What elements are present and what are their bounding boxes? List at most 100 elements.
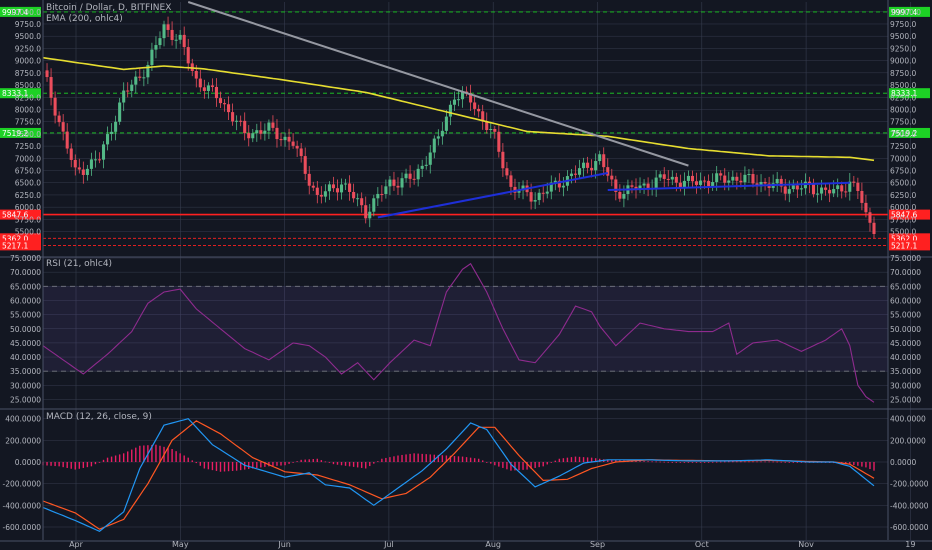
candle-body	[682, 180, 686, 188]
rsi-tick-label: 55.0000	[890, 311, 921, 320]
rsi-tick-label: 70.0000	[10, 268, 41, 277]
histogram-bar	[94, 462, 97, 465]
histogram-bar	[127, 451, 129, 462]
price-panel[interactable]: 9997.4 9997.4 8333.1 8333.1 7519.2 7519.2 5847…	[0, 1, 930, 251]
candle-body	[690, 175, 695, 182]
macd-tick-label: 0.0000	[15, 458, 41, 467]
candle-body	[872, 222, 876, 234]
candle-body	[360, 198, 364, 206]
candle-body	[154, 45, 158, 50]
candle-body	[400, 178, 404, 188]
rsi-tick-label: 70.0000	[890, 268, 921, 277]
histogram-bar	[328, 462, 331, 463]
histogram-bar	[788, 462, 790, 463]
trendlines[interactable]	[187, 1, 850, 219]
rsi-legend-label[interactable]: RSI (21, ohlc4)	[46, 259, 113, 269]
trendline[interactable]	[607, 181, 850, 192]
level-price-tag	[889, 209, 930, 220]
candle-body	[686, 175, 690, 181]
histogram-bar	[231, 462, 234, 471]
rsi-tick-label: 65.0000	[890, 282, 921, 291]
candle-body	[493, 128, 497, 132]
histogram-bar	[578, 456, 581, 462]
x-tick-label: 19	[905, 540, 915, 549]
candle-body	[799, 188, 803, 190]
candle-body	[335, 188, 340, 193]
level-price-tag	[0, 127, 41, 138]
histogram-bar	[167, 447, 169, 462]
price-tick-label: 9250.0	[15, 44, 41, 53]
histogram-bar	[687, 462, 690, 463]
histogram-bar	[118, 454, 121, 462]
candle-body	[824, 187, 828, 190]
candle-body	[561, 185, 565, 188]
histogram-bar	[143, 445, 145, 462]
candle-body	[832, 189, 836, 194]
candle-body	[307, 173, 311, 186]
candle-body	[614, 179, 618, 192]
level-price-text: 5217.1	[891, 241, 917, 250]
candle-body	[376, 193, 380, 199]
candle-body	[122, 90, 126, 103]
histogram-bar	[360, 462, 363, 468]
candle-body	[461, 91, 465, 100]
rsi-tick-label: 75.0000	[890, 254, 921, 263]
rsi-panel[interactable]	[42, 262, 888, 403]
price-tick-label: 7500.0	[890, 130, 916, 139]
candle-body	[501, 151, 505, 169]
candle-body	[444, 116, 448, 131]
x-tick-label: Sep	[590, 540, 605, 549]
candle-body	[210, 85, 214, 87]
level-price-text: 7519.2	[2, 129, 28, 138]
histogram-bar	[607, 459, 609, 462]
macd-legend-label[interactable]: MACD (12, 26, close, 9)	[46, 412, 152, 422]
level-price-text: 8333.1	[2, 89, 28, 98]
candle-body	[674, 176, 678, 183]
symbol-title[interactable]: Bitcoin / Dollar, D, BITFINEX	[46, 3, 172, 13]
candle-body	[586, 162, 590, 168]
level-price-text: 5847.6	[2, 211, 28, 220]
histogram-bar	[425, 454, 427, 462]
candle-body	[315, 187, 319, 195]
histogram-bar	[171, 449, 173, 462]
ema-legend[interactable]: EMA (200, ohlc4)	[46, 14, 123, 24]
histogram-bar	[227, 462, 230, 472]
trendline[interactable]	[187, 1, 689, 167]
histogram-bar	[82, 462, 85, 468]
price-tick-label: 5750.0	[890, 215, 916, 224]
histogram-bar	[784, 461, 786, 463]
candle-body	[795, 185, 799, 190]
macd-panel[interactable]	[42, 418, 875, 532]
candle-body	[134, 76, 138, 85]
trendline[interactable]	[377, 171, 608, 219]
candle-body	[186, 47, 190, 64]
candle-body	[348, 183, 352, 192]
histogram-bar	[155, 444, 157, 462]
level-price-tag	[0, 88, 41, 99]
candle-body	[138, 76, 142, 78]
candle-body	[610, 175, 614, 180]
histogram-bar	[102, 459, 105, 462]
histogram-bar	[437, 454, 440, 462]
candle-body	[190, 63, 194, 71]
rsi-band	[43, 286, 888, 372]
candle-body	[368, 211, 372, 219]
price-tick-label: 9750.0	[890, 20, 916, 29]
macd-tick-label: 0.0000	[890, 458, 916, 467]
candle-body	[73, 159, 77, 168]
candle-body	[146, 65, 150, 78]
histogram-bar	[393, 456, 395, 462]
histogram-bar	[715, 461, 718, 463]
macd-tick-label: -400.0000	[3, 501, 42, 510]
candle-body	[727, 180, 731, 183]
histogram-bar	[272, 462, 274, 467]
histogram-bar	[159, 445, 161, 462]
candle-body	[598, 154, 602, 162]
histogram-bar	[441, 455, 444, 462]
candle-body	[295, 145, 299, 149]
candle-body	[815, 193, 820, 195]
candle-body	[638, 185, 642, 191]
histogram-bar	[740, 461, 742, 463]
macd-tick-label: -600.0000	[3, 523, 42, 532]
